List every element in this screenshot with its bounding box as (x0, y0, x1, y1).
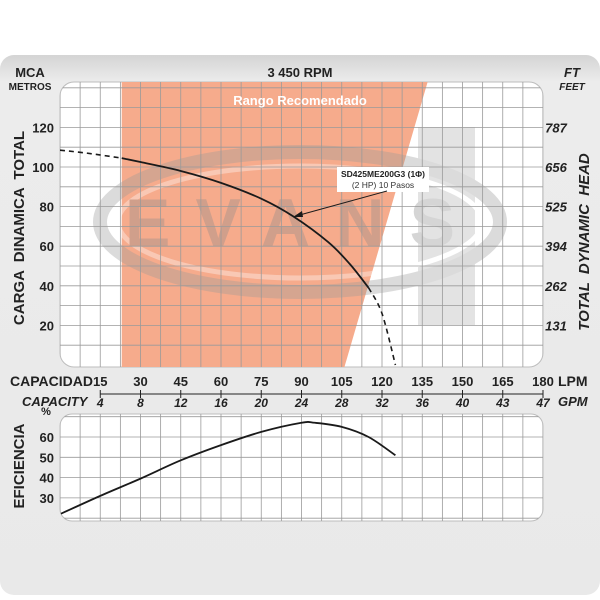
lpm-unit: LPM (558, 373, 588, 389)
y-tick-label-right: 656 (545, 160, 567, 175)
x-tick-label-gpm: 32 (375, 396, 389, 410)
efficiency-tick-label: 50 (40, 450, 54, 465)
y-tick-label-right: 394 (545, 239, 567, 254)
x-tick-label-lpm: 165 (492, 374, 514, 389)
x-tick-label-gpm: 20 (254, 396, 269, 410)
efficiency-tick-label: 30 (40, 491, 54, 506)
y-tick-label-left: 120 (32, 120, 54, 135)
x-tick-label-gpm: 12 (174, 396, 188, 410)
x-tick-label-gpm: 8 (137, 396, 144, 410)
y-tick-label-right: 525 (545, 200, 567, 215)
head-curve-dashed-start (60, 149, 122, 159)
y-tick-label-left: 60 (40, 239, 54, 254)
x-tick-label-lpm: 135 (411, 374, 433, 389)
left-unit-bottom: METROS (9, 82, 52, 93)
y-tick-label-left: 20 (40, 318, 54, 333)
efficiency-tick-label: 60 (40, 430, 54, 445)
x-tick-label-gpm: 28 (334, 396, 349, 410)
y-tick-label-right: 787 (545, 120, 567, 135)
x-tick-label-lpm: 60 (214, 374, 228, 389)
efficiency-axis-label: EFICIENCIA (11, 423, 28, 508)
x-tick-label-lpm: 45 (174, 374, 188, 389)
x-tick-label-gpm: 16 (214, 396, 228, 410)
x-tick-label-lpm: 75 (254, 374, 268, 389)
series-subtitle: (2 HP) 10 Pasos (352, 180, 414, 190)
efficiency-tick-label: 40 (40, 471, 54, 486)
y-tick-label-left: 80 (40, 200, 54, 215)
head-curve (121, 157, 370, 289)
x-tick-label-gpm: 24 (294, 396, 309, 410)
x-tick-label-lpm: 180 (532, 374, 554, 389)
capacity-label: CAPACITY (22, 394, 89, 409)
right-unit-bottom: FEET (559, 82, 585, 93)
x-tick-label-gpm: 47 (535, 396, 551, 410)
left-unit-top: MCA (15, 65, 45, 80)
chart-title: 3 450 RPM (267, 65, 332, 80)
left-axis-label: CARGA DINAMICA TOTAL (11, 131, 28, 325)
y-tick-label-left: 40 (40, 279, 54, 294)
head-curve-dashed-end (367, 287, 397, 366)
head-grid (60, 82, 543, 367)
x-tick-label-lpm: 90 (294, 374, 308, 389)
series-arrow (295, 190, 388, 217)
x-tick-label-lpm: 15 (93, 374, 107, 389)
gpm-unit: GPM (558, 394, 589, 409)
recommended-range (121, 82, 428, 367)
arrow-head-icon (293, 211, 303, 217)
x-tick-label-lpm: 30 (133, 374, 147, 389)
x-tick-label-gpm: 43 (495, 396, 510, 410)
efficiency-unit: % (41, 406, 51, 418)
x-tick-label-lpm: 150 (452, 374, 474, 389)
x-tick-label-lpm: 120 (371, 374, 393, 389)
y-tick-label-left: 100 (32, 160, 54, 175)
series-name: SD425ME200G3 (1Φ) (341, 169, 425, 179)
x-tick-label-gpm: 40 (455, 396, 470, 410)
y-tick-label-right: 131 (545, 318, 567, 333)
x-tick-label-lpm: 105 (331, 374, 353, 389)
capacidad-label: CAPACIDAD (10, 373, 93, 389)
recommended-range-label: Rango Recomendado (233, 93, 367, 108)
x-tick-label-gpm: 36 (416, 396, 430, 410)
right-axis-label: TOTAL DYNAMIC HEAD (576, 153, 593, 331)
y-tick-label-right: 262 (544, 279, 567, 294)
x-tick-label-gpm: 4 (96, 396, 104, 410)
right-unit-top: FT (564, 65, 581, 80)
series-label-box (337, 167, 429, 192)
efficiency-curve (60, 421, 396, 515)
